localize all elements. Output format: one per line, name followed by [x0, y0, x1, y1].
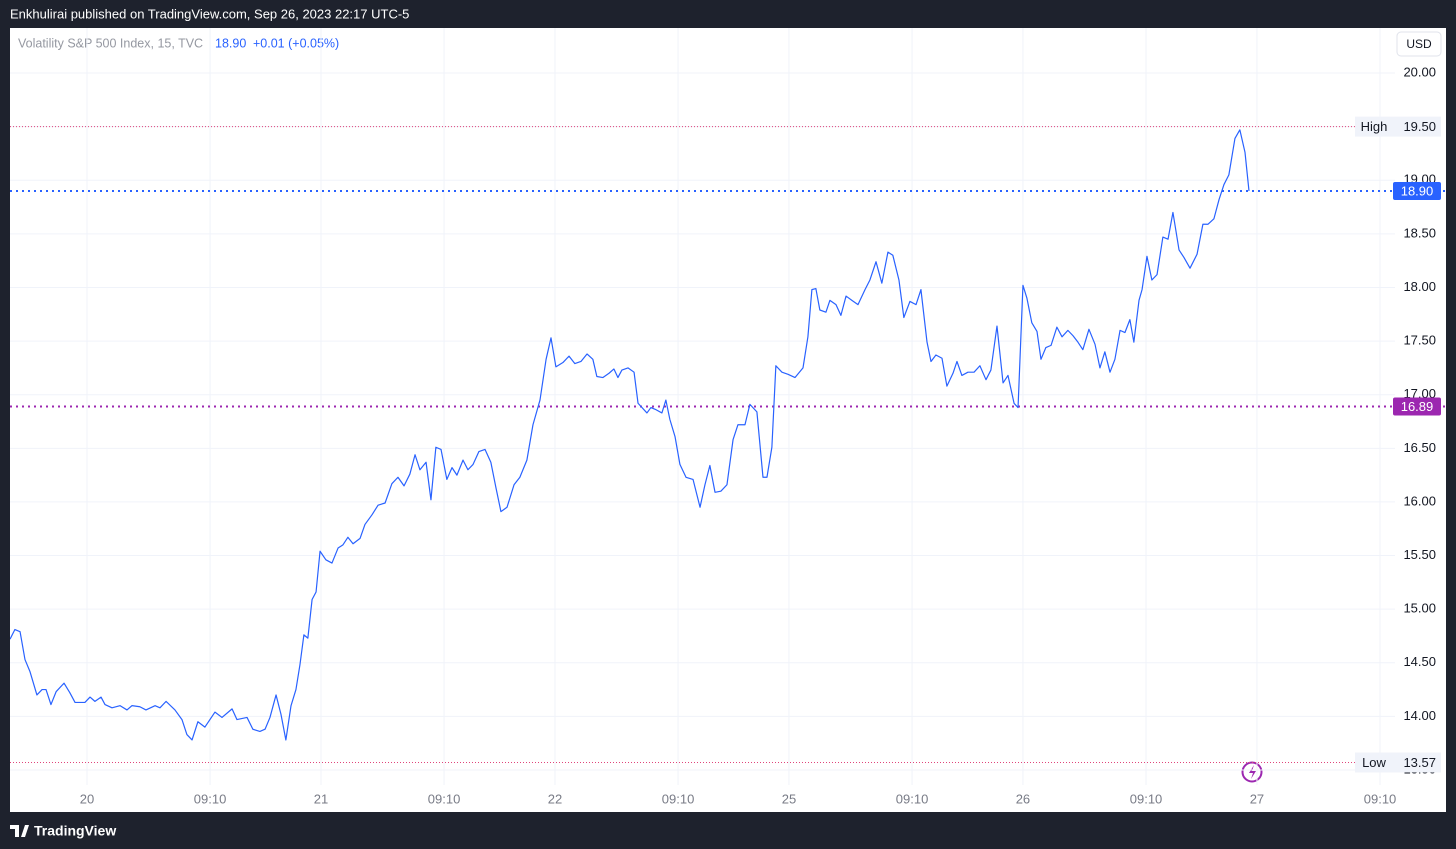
price-label-name: Low — [1362, 755, 1386, 770]
x-tick-label: 09:10 — [1364, 791, 1397, 806]
price-label-box — [1393, 181, 1441, 200]
x-tick-label: 09:10 — [428, 791, 461, 806]
price-label: 16.89 — [1401, 399, 1434, 414]
brand-logo — [10, 825, 29, 837]
price-label: 13.57 — [1403, 755, 1436, 770]
x-tick-label: 25 — [782, 791, 796, 806]
y-tick-label: 16.50 — [1403, 440, 1436, 455]
x-tick-label: 09:10 — [1130, 791, 1163, 806]
brand: TradingView — [10, 823, 116, 839]
x-tick-label: 26 — [1016, 791, 1030, 806]
brand-text: TradingView — [34, 823, 116, 839]
price-label: 18.90 — [1401, 183, 1434, 198]
x-tick-label: 09:10 — [194, 791, 227, 806]
publisher-text: Enkhulirai published on TradingView.com,… — [10, 6, 409, 21]
legend-price: 18.90 — [215, 36, 246, 50]
x-tick-label: 22 — [548, 791, 562, 806]
y-tick-label: 16.00 — [1403, 493, 1436, 508]
legend-title: Volatility S&P 500 Index, 15, TVC — [18, 36, 203, 50]
chart-panel — [10, 28, 1446, 812]
y-tick-label: 14.50 — [1403, 654, 1436, 669]
price-label: 19.50 — [1403, 119, 1436, 134]
x-tick-label: 20 — [80, 791, 94, 806]
price-label-box — [1355, 752, 1441, 773]
y-tick-label: 18.00 — [1403, 279, 1436, 294]
x-tick-label: 27 — [1250, 791, 1264, 806]
currency-box[interactable] — [1396, 31, 1442, 57]
price-label-box — [1393, 397, 1441, 416]
y-tick-label: 18.50 — [1403, 225, 1436, 240]
x-tick-label: 21 — [314, 791, 328, 806]
y-tick-label: 17.50 — [1403, 333, 1436, 348]
price-label-box — [1355, 116, 1441, 137]
price-line — [10, 129, 1250, 741]
price-label-name: High — [1361, 119, 1388, 134]
y-tick-label: 15.00 — [1403, 601, 1436, 616]
currency[interactable]: USD — [1406, 37, 1432, 51]
y-tick-label: 17.00 — [1403, 386, 1436, 401]
y-tick-label: 20.00 — [1403, 64, 1436, 79]
y-tick-label: 15.50 — [1403, 547, 1436, 562]
x-tick-label: 09:10 — [662, 791, 695, 806]
y-tick-label: 14.00 — [1403, 708, 1436, 723]
legend-change: +0.01 (+0.05%) — [253, 36, 339, 50]
x-tick-label: 09:10 — [896, 791, 929, 806]
